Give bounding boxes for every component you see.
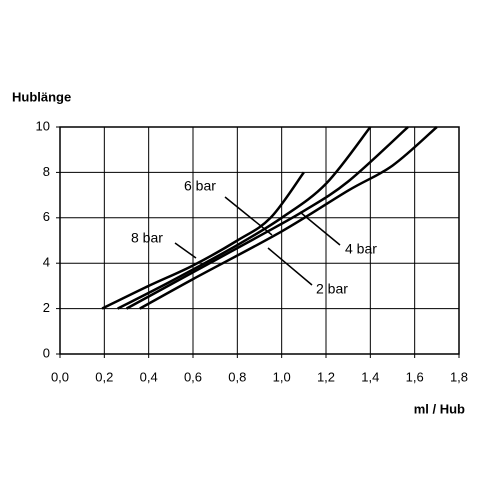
- x-tick-label: 0,6: [184, 369, 202, 384]
- leader-line: [174, 242, 197, 259]
- x-tick-label: 1,6: [406, 369, 424, 384]
- y-tick-label: 4: [43, 255, 50, 270]
- series-label: 8 bar: [131, 230, 163, 246]
- leader-line: [267, 247, 313, 286]
- series-label: 2 bar: [316, 281, 348, 297]
- data-line: [101, 171, 305, 310]
- y-tick-label: 8: [43, 164, 50, 179]
- data-line: [125, 126, 409, 310]
- y-tick-label: 6: [43, 209, 50, 224]
- data-line: [139, 126, 438, 310]
- y-axis-label: Hublänge: [12, 89, 71, 104]
- x-tick-label: 0,8: [228, 369, 246, 384]
- x-tick-label: 1,0: [273, 369, 291, 384]
- series-label: 6 bar: [184, 178, 216, 194]
- plot-frame: [59, 126, 460, 355]
- data-line: [117, 126, 372, 310]
- series-label: 4 bar: [345, 241, 377, 257]
- x-tick-label: 0,2: [95, 369, 113, 384]
- x-tick-label: 1,4: [361, 369, 379, 384]
- y-tick-label: 2: [43, 300, 50, 315]
- y-tick-label: 10: [36, 118, 50, 133]
- x-tick-label: 0,0: [51, 369, 69, 384]
- x-tick-label: 1,2: [317, 369, 335, 384]
- x-tick-label: 0,4: [140, 369, 158, 384]
- x-tick-label: 1,8: [450, 369, 468, 384]
- x-axis-label: ml / Hub: [414, 401, 465, 416]
- y-tick-label: 0: [43, 345, 50, 360]
- leader-line: [224, 196, 273, 236]
